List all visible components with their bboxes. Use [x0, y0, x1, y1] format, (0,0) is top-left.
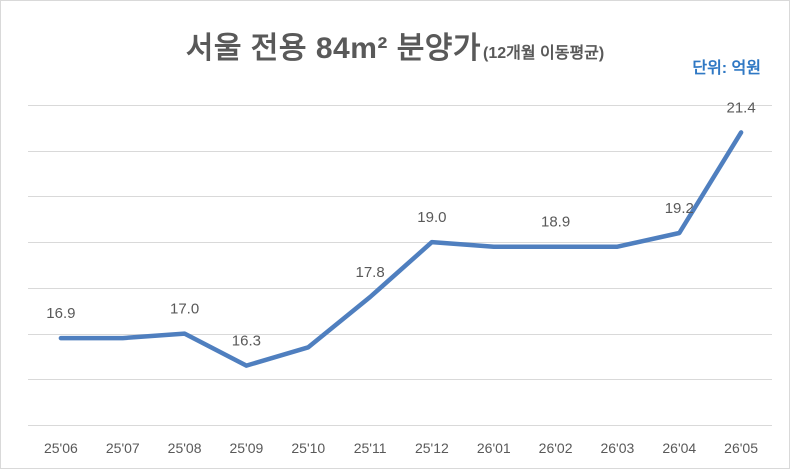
data-label: 19.0 — [417, 209, 446, 226]
data-label: 16.3 — [232, 333, 261, 350]
x-tick-label: 26'04 — [662, 440, 696, 456]
x-tick-label: 25'06 — [44, 440, 78, 456]
x-tick-label: 26'02 — [539, 440, 573, 456]
x-tick-label: 25'07 — [106, 440, 140, 456]
x-tick-label: 26'01 — [477, 440, 511, 456]
data-labels: 16.9 17.0 16.3 17.8 19.0 18.9 19.2 21.4 — [46, 99, 755, 349]
chart-title-main: 서울 전용 84m² 분양가 — [185, 32, 482, 65]
gridlines — [28, 105, 772, 426]
data-label: 17.0 — [170, 301, 199, 318]
chart-subtitle: (12개월 이동평균) — [483, 45, 605, 62]
chart-title: 서울 전용 84m² 분양가 (12개월 이동평균) — [1, 29, 789, 74]
data-label: 21.4 — [726, 99, 755, 116]
x-tick-label: 25'12 — [415, 440, 449, 456]
unit-label: 단위: 억원 — [692, 60, 761, 77]
x-tick-label: 25'10 — [291, 440, 325, 456]
x-tick-label: 25'08 — [168, 440, 202, 456]
series-layer — [58, 130, 744, 368]
data-label: 17.8 — [355, 264, 384, 281]
x-tick-label: 25'09 — [229, 440, 263, 456]
series-line — [58, 130, 744, 368]
data-label: 19.2 — [665, 200, 694, 217]
x-tick-label: 26'05 — [724, 440, 758, 456]
x-axis-tick-labels: 25'06 25'07 25'08 25'09 25'10 25'11 25'12 26'01… — [44, 440, 758, 456]
data-label: 18.9 — [541, 214, 570, 231]
data-label: 16.9 — [46, 305, 75, 322]
x-tick-label: 26'03 — [600, 440, 634, 456]
x-tick-label: 25'11 — [354, 440, 387, 456]
